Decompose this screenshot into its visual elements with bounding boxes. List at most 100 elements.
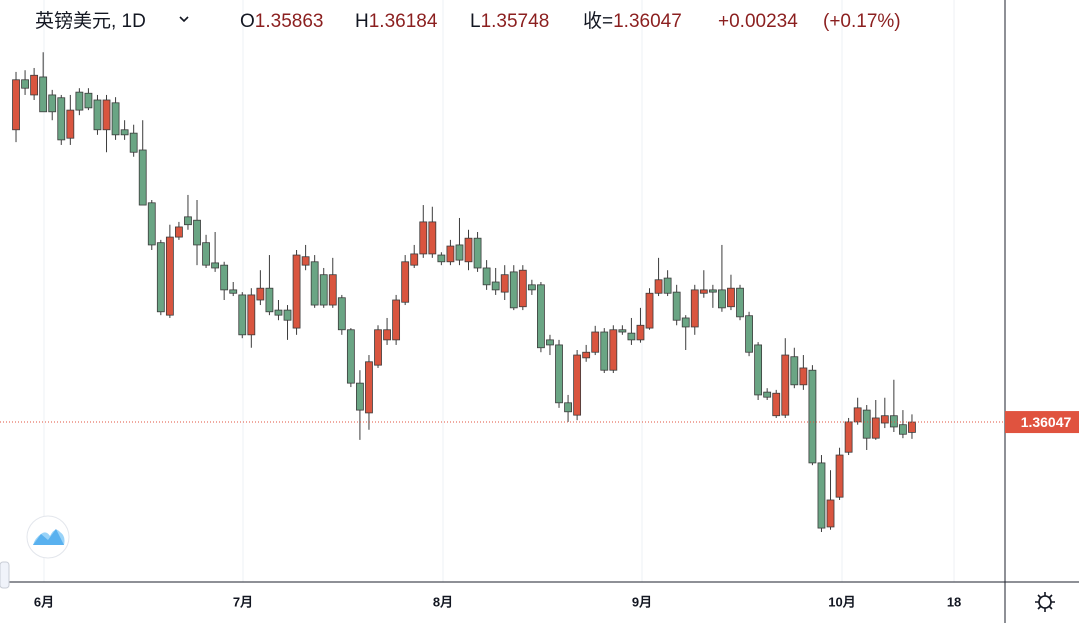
candle-body bbox=[537, 284, 545, 349]
candle-body bbox=[120, 129, 129, 136]
candle-body bbox=[645, 292, 654, 329]
candle-body bbox=[609, 329, 618, 371]
candle-body bbox=[211, 262, 220, 269]
candle-body bbox=[727, 287, 735, 308]
candle-body bbox=[93, 99, 102, 131]
candle-body bbox=[21, 79, 29, 89]
candle-body bbox=[509, 271, 518, 309]
high-label: H bbox=[355, 11, 369, 32]
candle-body bbox=[147, 202, 156, 246]
low-value: 1.35748 bbox=[481, 11, 550, 32]
x-tick-label: 10月 bbox=[828, 594, 855, 609]
close-label: 收= bbox=[583, 10, 613, 32]
candle-body bbox=[337, 297, 346, 331]
candle-body bbox=[455, 244, 464, 261]
candle-body bbox=[808, 369, 817, 464]
candle-body bbox=[799, 367, 808, 386]
candle-body bbox=[880, 415, 889, 424]
close-value: 1.36047 bbox=[613, 11, 682, 32]
x-tick-label: 8月 bbox=[433, 594, 453, 609]
candle-body bbox=[265, 287, 274, 313]
candle-body bbox=[328, 274, 337, 306]
candle-body bbox=[319, 274, 328, 306]
candle-body bbox=[301, 256, 310, 266]
candle-body bbox=[899, 424, 907, 435]
candles bbox=[12, 52, 916, 533]
open-value: 1.35863 bbox=[255, 11, 324, 32]
candle-body bbox=[84, 92, 93, 109]
candle-body bbox=[75, 91, 84, 111]
candle-body bbox=[790, 356, 799, 386]
candle-body bbox=[473, 237, 482, 269]
candle-body bbox=[663, 277, 672, 294]
candle-body bbox=[672, 291, 681, 321]
candle-body bbox=[202, 242, 210, 266]
price-label: 1.36047 bbox=[1021, 414, 1072, 430]
candle-body bbox=[826, 499, 835, 528]
low-label: L bbox=[470, 11, 481, 32]
symbol[interactable]: 英镑美元, 1D bbox=[35, 10, 146, 32]
candle-body bbox=[102, 99, 111, 131]
x-tick-label: 7月 bbox=[233, 594, 253, 609]
candle-body bbox=[220, 264, 229, 291]
candle-body bbox=[871, 417, 880, 439]
candle-body bbox=[428, 221, 437, 255]
candle-body bbox=[781, 354, 790, 416]
candle-body bbox=[283, 309, 292, 321]
candle-body bbox=[356, 382, 364, 411]
candle-body bbox=[437, 254, 446, 263]
change: +0.00234 bbox=[718, 11, 798, 32]
candle-body bbox=[627, 332, 636, 341]
candle-body bbox=[600, 331, 609, 371]
candle-body bbox=[346, 329, 355, 384]
candle-body bbox=[862, 409, 871, 439]
ohlc-low: L1.35748 bbox=[470, 11, 549, 32]
candle-body bbox=[410, 253, 419, 266]
gear-teeth bbox=[1035, 592, 1055, 612]
open-label: O bbox=[240, 11, 255, 32]
candle-body bbox=[853, 407, 862, 423]
candle-body bbox=[699, 289, 708, 294]
ohlc-close: 收=1.36047 bbox=[583, 10, 682, 32]
candle-body bbox=[256, 287, 265, 301]
candle-body bbox=[491, 281, 500, 291]
candle-body bbox=[274, 309, 283, 316]
candle-body bbox=[564, 402, 572, 413]
candle-body bbox=[156, 242, 165, 313]
settings-icon[interactable] bbox=[1035, 592, 1055, 612]
candle-body bbox=[817, 462, 826, 529]
candle-body bbox=[310, 261, 319, 306]
candle-body bbox=[718, 289, 726, 309]
candle-body bbox=[175, 226, 183, 238]
candle-body bbox=[419, 221, 428, 255]
candle-body bbox=[518, 269, 527, 308]
candle-body bbox=[193, 219, 201, 246]
candle-body bbox=[844, 421, 853, 453]
candle-body bbox=[365, 361, 373, 414]
candle-body bbox=[636, 324, 645, 341]
symbol-chevron[interactable] bbox=[179, 16, 189, 23]
candle-body bbox=[48, 94, 57, 113]
candle-body bbox=[573, 354, 582, 416]
candle-body bbox=[238, 294, 247, 336]
candle-body bbox=[39, 76, 48, 113]
candle-body bbox=[129, 132, 138, 153]
candle-body bbox=[763, 391, 772, 398]
candle-body bbox=[446, 245, 455, 263]
candle-body bbox=[681, 317, 690, 328]
candle-body bbox=[57, 97, 66, 141]
candle-body bbox=[745, 315, 753, 353]
candle-body bbox=[835, 454, 844, 498]
candle-body bbox=[591, 331, 600, 353]
x-tick-label: 9月 bbox=[632, 594, 652, 609]
candle-body bbox=[754, 344, 763, 396]
candle-body bbox=[708, 289, 717, 293]
candle-body bbox=[618, 329, 627, 333]
candle-body bbox=[374, 329, 382, 366]
x-tick-label: 6月 bbox=[34, 594, 54, 609]
candle-body bbox=[736, 287, 744, 318]
logo[interactable] bbox=[26, 515, 70, 559]
side-tab[interactable] bbox=[0, 561, 10, 589]
candle-body bbox=[654, 279, 663, 294]
